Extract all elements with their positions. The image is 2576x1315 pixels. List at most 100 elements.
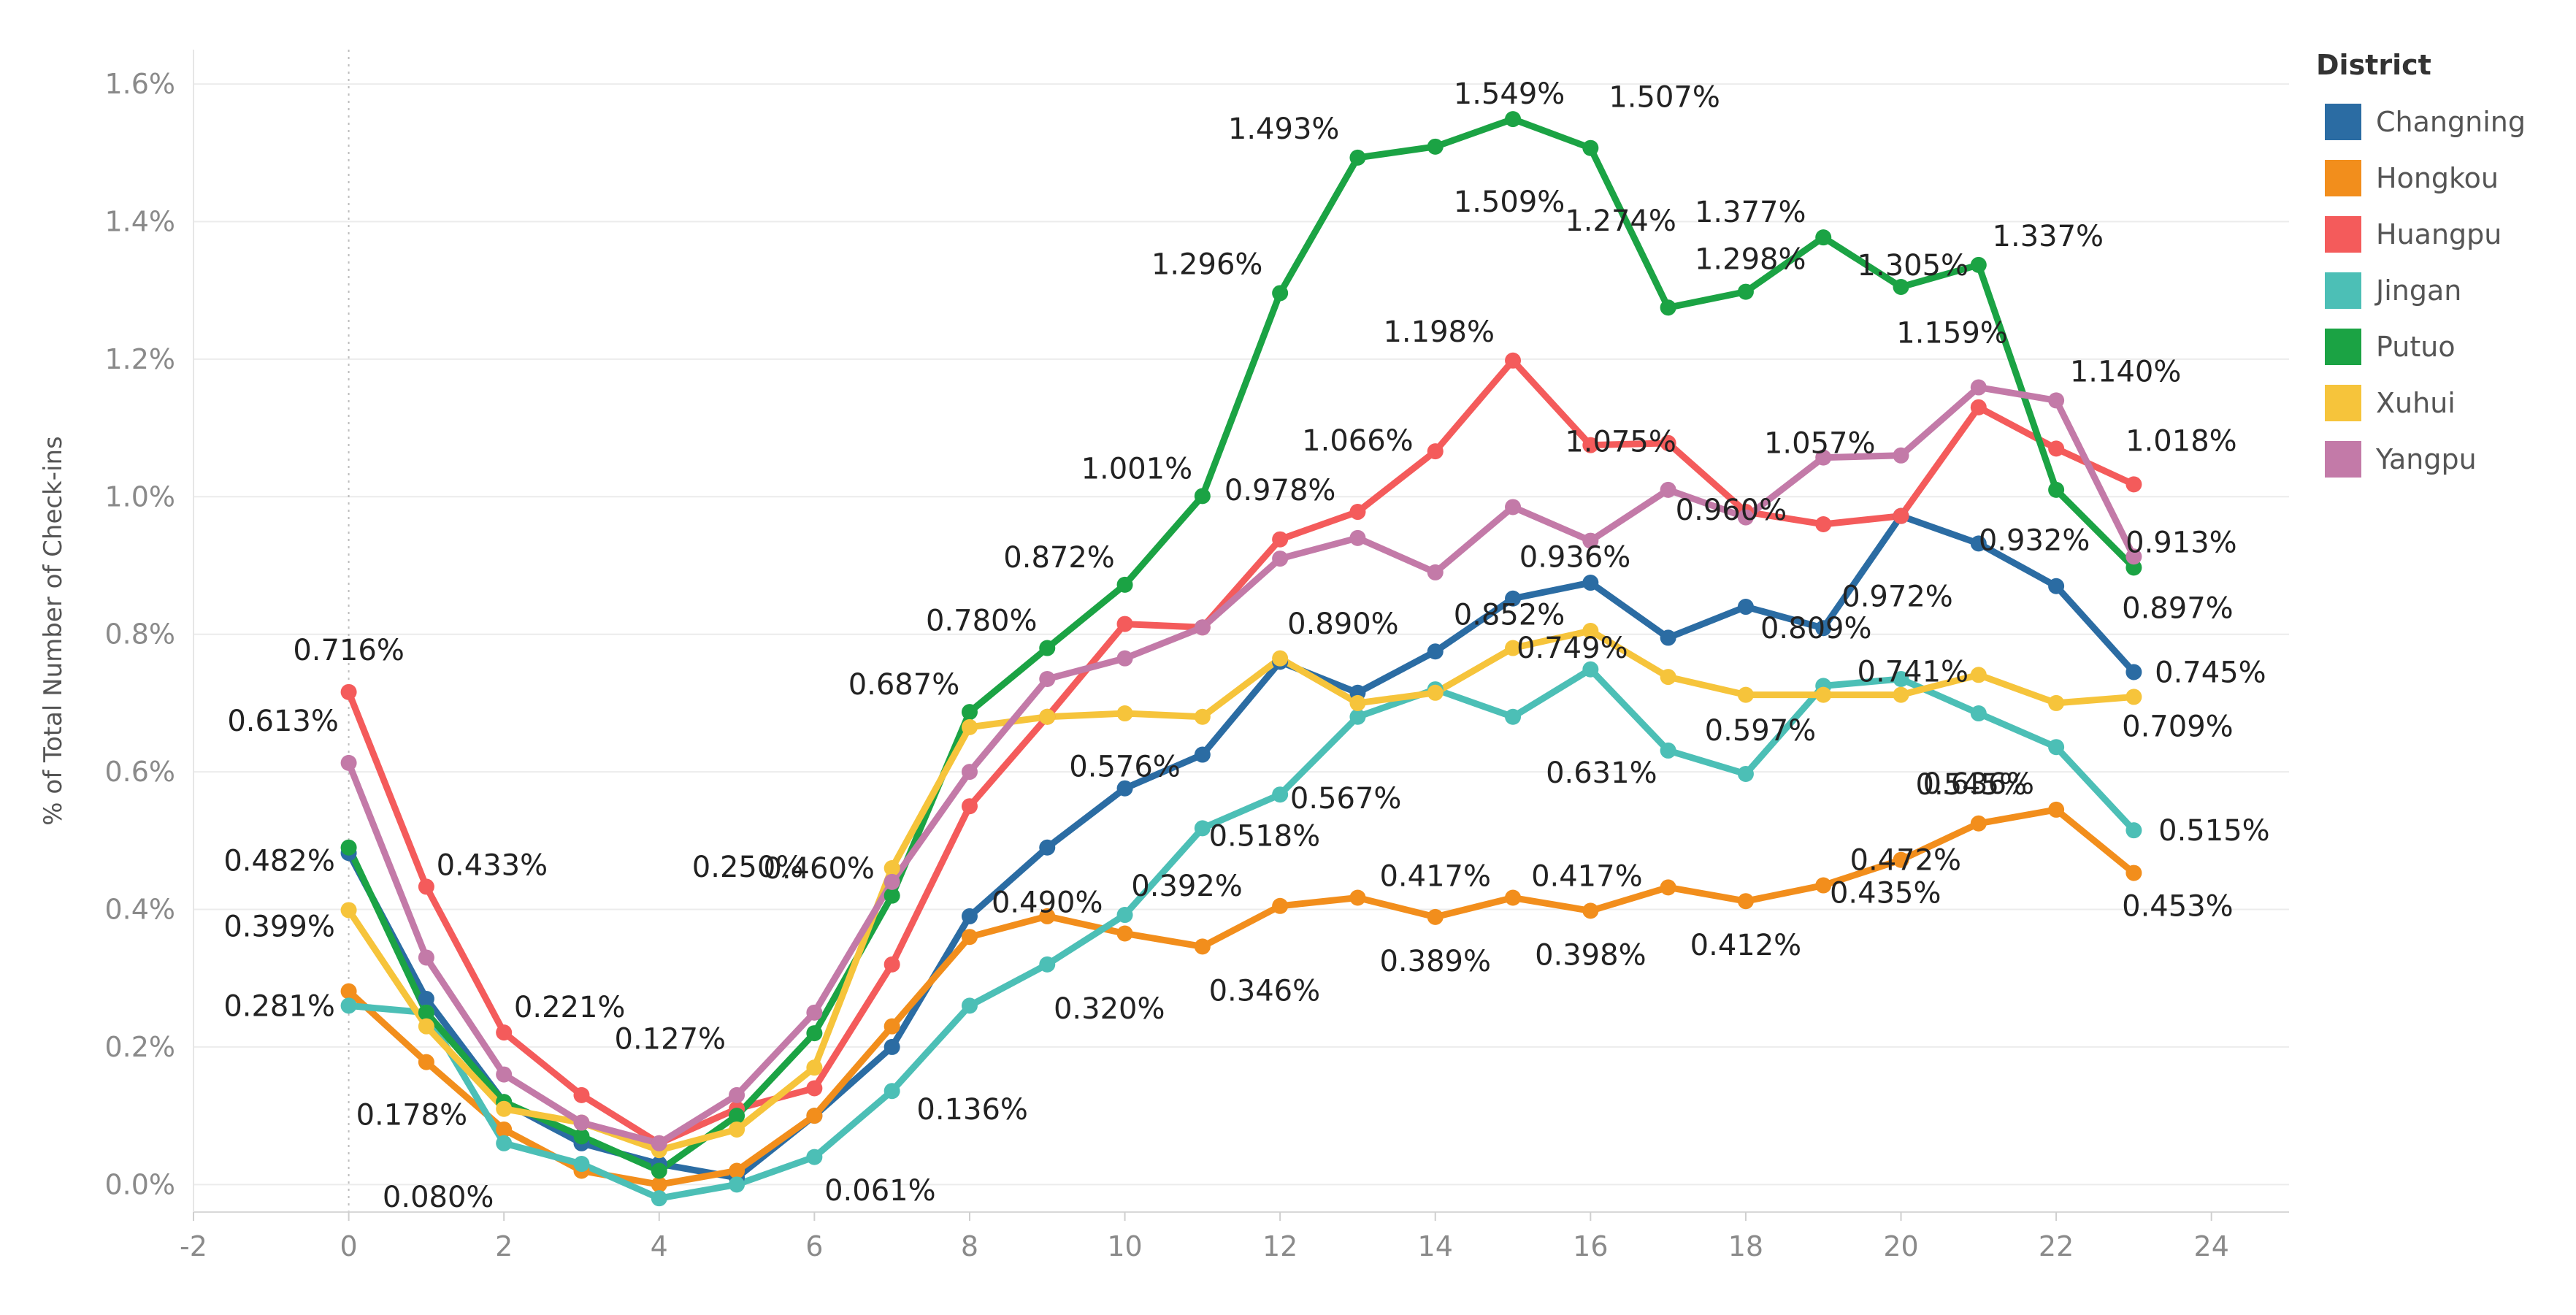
data-point-hongkou[interactable] <box>1815 877 1832 894</box>
data-point-xuhui[interactable] <box>1660 669 1676 686</box>
data-point-putuo[interactable] <box>418 1004 434 1021</box>
data-point-hongkou[interactable] <box>1427 908 1444 925</box>
data-point-hongkou[interactable] <box>1893 851 1909 868</box>
data-point-xuhui[interactable] <box>1427 684 1444 701</box>
data-point-huangpu[interactable] <box>418 878 434 895</box>
data-point-putuo[interactable] <box>883 887 900 904</box>
data-point-putuo[interactable] <box>729 1108 745 1124</box>
data-point-putuo[interactable] <box>340 839 357 856</box>
data-point-xuhui[interactable] <box>1039 708 1056 725</box>
legend-swatch-hongkou[interactable] <box>2325 160 2361 196</box>
data-point-jingan[interactable] <box>1505 708 1522 725</box>
data-point-jingan[interactable] <box>961 997 978 1014</box>
legend-label-hongkou[interactable]: Hongkou <box>2376 162 2499 194</box>
data-point-yangpu[interactable] <box>2048 392 2065 409</box>
data-point-hongkou[interactable] <box>1970 815 1987 832</box>
data-point-jingan[interactable] <box>1194 820 1211 837</box>
data-point-yangpu[interactable] <box>1970 379 1987 396</box>
data-point-huangpu[interactable] <box>806 1080 823 1097</box>
data-point-jingan[interactable] <box>651 1190 667 1207</box>
data-point-jingan[interactable] <box>883 1083 900 1100</box>
data-point-xuhui[interactable] <box>2048 694 2065 711</box>
data-point-hongkou[interactable] <box>729 1162 745 1179</box>
data-point-hongkou[interactable] <box>2125 864 2142 881</box>
data-point-yangpu[interactable] <box>1272 551 1289 567</box>
data-point-huangpu[interactable] <box>1116 616 1133 632</box>
data-point-xuhui[interactable] <box>1582 623 1599 639</box>
data-point-putuo[interactable] <box>1893 278 1909 295</box>
data-point-xuhui[interactable] <box>1349 694 1366 711</box>
data-point-jingan[interactable] <box>1660 742 1676 759</box>
data-point-huangpu[interactable] <box>2048 440 2065 457</box>
data-point-huangpu[interactable] <box>1505 352 1522 369</box>
data-point-putuo[interactable] <box>1116 576 1133 593</box>
data-point-xuhui[interactable] <box>1893 686 1909 703</box>
data-point-jingan[interactable] <box>2125 822 2142 839</box>
data-point-xuhui[interactable] <box>1116 705 1133 722</box>
data-point-xuhui[interactable] <box>2125 689 2142 705</box>
series-line-jingan[interactable] <box>345 666 2137 1202</box>
data-point-huangpu[interactable] <box>340 683 357 700</box>
data-point-putuo[interactable] <box>1737 283 1754 300</box>
data-point-yangpu[interactable] <box>961 764 978 781</box>
data-point-putuo[interactable] <box>1582 139 1599 156</box>
data-point-huangpu[interactable] <box>1272 531 1289 548</box>
legend-swatch-xuhui[interactable] <box>2325 385 2361 421</box>
data-point-putuo[interactable] <box>1349 149 1366 166</box>
series-line-huangpu[interactable] <box>345 357 2137 1147</box>
data-point-putuo[interactable] <box>1970 256 1987 273</box>
legend-swatch-yangpu[interactable] <box>2325 441 2361 478</box>
data-point-xuhui[interactable] <box>1737 686 1754 703</box>
data-point-putuo[interactable] <box>1039 640 1056 656</box>
data-point-jingan[interactable] <box>1039 956 1056 973</box>
data-point-changning[interactable] <box>418 990 434 1007</box>
data-point-putuo[interactable] <box>1272 285 1289 302</box>
data-point-huangpu[interactable] <box>1970 399 1987 415</box>
data-point-jingan[interactable] <box>496 1135 513 1151</box>
series-line-putuo[interactable] <box>345 115 2137 1174</box>
data-point-xuhui[interactable] <box>1194 708 1211 725</box>
data-point-huangpu[interactable] <box>883 956 900 973</box>
data-point-jingan[interactable] <box>1116 907 1133 924</box>
data-point-hongkou[interactable] <box>1116 925 1133 942</box>
data-point-changning[interactable] <box>1815 620 1832 637</box>
data-point-changning[interactable] <box>961 908 978 924</box>
data-point-putuo[interactable] <box>961 704 978 721</box>
data-point-yangpu[interactable] <box>340 754 357 771</box>
data-point-huangpu[interactable] <box>1427 443 1444 460</box>
data-point-huangpu[interactable] <box>1660 434 1676 451</box>
data-point-xuhui[interactable] <box>883 859 900 876</box>
legend-swatch-changning[interactable] <box>2325 104 2361 140</box>
data-point-yangpu[interactable] <box>1349 529 1366 546</box>
data-point-yangpu[interactable] <box>1427 564 1444 580</box>
data-point-yangpu[interactable] <box>883 873 900 890</box>
data-point-xuhui[interactable] <box>729 1121 745 1138</box>
data-point-yangpu[interactable] <box>1660 481 1676 498</box>
data-point-xuhui[interactable] <box>1815 686 1832 703</box>
legend-swatch-putuo[interactable] <box>2325 329 2361 365</box>
legend-label-huangpu[interactable]: Huangpu <box>2376 218 2502 250</box>
data-point-huangpu[interactable] <box>1582 437 1599 453</box>
data-point-hongkou[interactable] <box>883 1018 900 1035</box>
data-point-yangpu[interactable] <box>729 1086 745 1103</box>
data-point-yangpu[interactable] <box>1737 509 1754 526</box>
data-point-xuhui[interactable] <box>418 1018 434 1035</box>
legend-label-changning[interactable]: Changning <box>2376 106 2526 138</box>
data-point-hongkou[interactable] <box>1660 879 1676 896</box>
data-point-hongkou[interactable] <box>961 929 978 946</box>
data-point-changning[interactable] <box>1660 629 1676 646</box>
data-point-hongkou[interactable] <box>806 1108 823 1124</box>
data-point-putuo[interactable] <box>1427 138 1444 155</box>
data-point-changning[interactable] <box>1970 535 1987 552</box>
data-point-hongkou[interactable] <box>1039 908 1056 924</box>
data-point-hongkou[interactable] <box>1737 893 1754 910</box>
data-point-changning[interactable] <box>883 1038 900 1055</box>
legend-label-jingan[interactable]: Jingan <box>2374 275 2461 307</box>
data-point-hongkou[interactable] <box>2048 801 2065 818</box>
data-point-hongkou[interactable] <box>418 1054 434 1070</box>
data-point-yangpu[interactable] <box>2125 548 2142 565</box>
data-point-xuhui[interactable] <box>1970 667 1987 683</box>
data-point-changning[interactable] <box>1505 590 1522 607</box>
data-point-hongkou[interactable] <box>1582 902 1599 919</box>
data-point-jingan[interactable] <box>729 1176 745 1193</box>
